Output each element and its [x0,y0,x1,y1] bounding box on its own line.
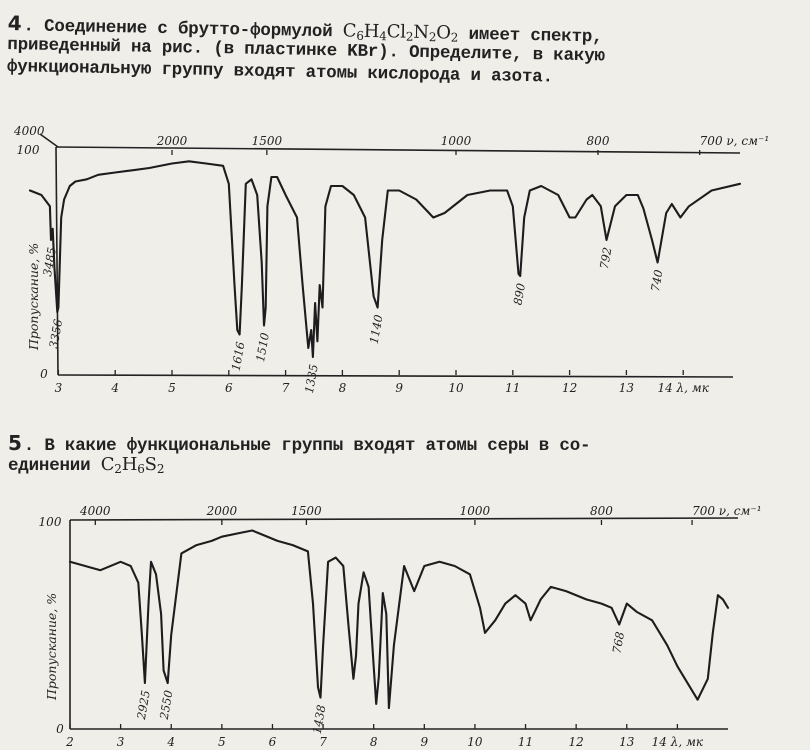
wavenumber-tick-label: 4000 [79,504,111,518]
wavelength-tick-label: 8 [370,735,378,749]
peak-label: 1335 [302,363,321,394]
wavelength-tick-label: 8 [339,381,347,395]
peak-label: 768 [610,631,628,655]
wavelength-tick-label: 5 [168,381,176,395]
wavelength-tick-label: 12 [569,735,584,749]
peak-label: 740 [648,269,666,293]
spectrum-2-frame [69,517,739,730]
wavelength-tick-label: 9 [395,381,403,395]
peak-label: 3356 [46,318,65,349]
wavenumber-tick-label: 800 [587,134,610,148]
wavenumber-tick-label: 2000 [206,504,238,518]
wavelength-tick-label: 7 [319,735,327,749]
peak-label: 1438 [310,704,329,735]
spectrum-1-y-tick-100: 100 [17,143,40,157]
wavelength-tick-label: 7 [282,381,290,395]
spectrum-1-corner-4000-label: 4000 [13,124,45,138]
wavelength-tick-label: 13 [619,735,635,749]
wavenumber-tick-label: 1500 [291,504,322,518]
peak-label: 2550 [157,689,176,721]
spectrum-1-frame [39,133,741,378]
wavelength-tick-label: 9 [420,735,428,749]
wavenumber-tick-label: 2000 [156,134,188,148]
wavelength-tick-label: 11 [505,381,520,395]
wavelength-tick-label: 4 [110,381,119,395]
peak-label: 1616 [229,341,248,372]
wavelength-tick-label: 11 [518,735,533,749]
wavelength-tick-label: 6 [269,735,277,749]
wavenumber-tick-label: 1000 [460,504,491,518]
spectrum-2-y-tick-100: 100 [39,515,62,529]
wavelength-tick-label: 3 [55,381,63,395]
spectrum-1-trace [28,160,742,359]
problem-5-line-2: единении C2H6S2 [8,454,165,476]
wavelength-tick-label: 4 [166,735,175,749]
wavenumber-tick-label: 1500 [252,134,283,148]
spectrum-2-y-axis-label: Пропускание, % [44,593,59,701]
wavelength-tick-label: 14 λ, мк [652,735,704,749]
peak-label: 1510 [253,332,272,363]
wavelength-tick-label: 10 [448,381,464,395]
peak-label: 3485 [40,246,59,277]
wavenumber-tick-label: 800 [590,504,613,518]
problem-5-formula: C2H6S2 [100,454,165,476]
spectrum-2-y-tick-0: 0 [56,722,64,736]
wavelength-tick-label: 14 λ, мк [657,381,709,395]
problem-5-number: 5 [8,432,22,455]
wavelength-tick-label: 3 [117,735,125,749]
wavelength-tick-label: 2 [65,735,74,749]
wavelength-tick-label: 10 [467,735,483,749]
spectrum-2-trace [68,529,730,710]
problem-5-text: 5. В какие функциональные группы входят … [8,432,803,476]
spectrum-1-y-axis-label: Пропускание, % [26,243,41,351]
wavelength-tick-label: 13 [619,381,635,395]
wavelength-tick-label: 12 [562,381,577,395]
wavenumber-tick-label: 700 ν, см⁻¹ [700,134,769,148]
wavenumber-tick-label: 700 ν, см⁻¹ [692,504,761,518]
wavenumber-tick-label: 1000 [441,134,472,148]
peak-label: 2925 [134,689,153,721]
wavelength-tick-label: 6 [225,381,233,395]
peak-label: 792 [597,246,615,270]
peak-label: 1140 [367,314,386,345]
peak-label: 890 [511,282,529,306]
problem-5-line-1: 5. В какие функциональные группы входят … [8,432,591,456]
wavelength-tick-label: 5 [218,735,226,749]
spectrum-1-y-tick-0: 0 [40,367,48,381]
